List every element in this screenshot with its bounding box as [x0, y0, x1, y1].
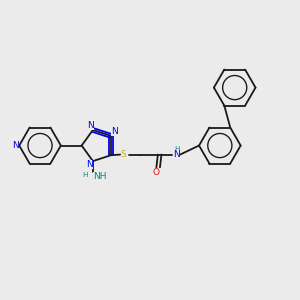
Text: N: N [87, 160, 93, 169]
Text: H: H [174, 146, 180, 152]
Text: NH: NH [93, 172, 106, 181]
Text: N: N [173, 150, 180, 159]
Text: N: N [12, 141, 19, 150]
Text: O: O [153, 168, 160, 177]
Text: H: H [82, 172, 87, 178]
Text: N: N [111, 127, 118, 136]
Text: S: S [121, 150, 127, 159]
Text: N: N [88, 121, 94, 130]
